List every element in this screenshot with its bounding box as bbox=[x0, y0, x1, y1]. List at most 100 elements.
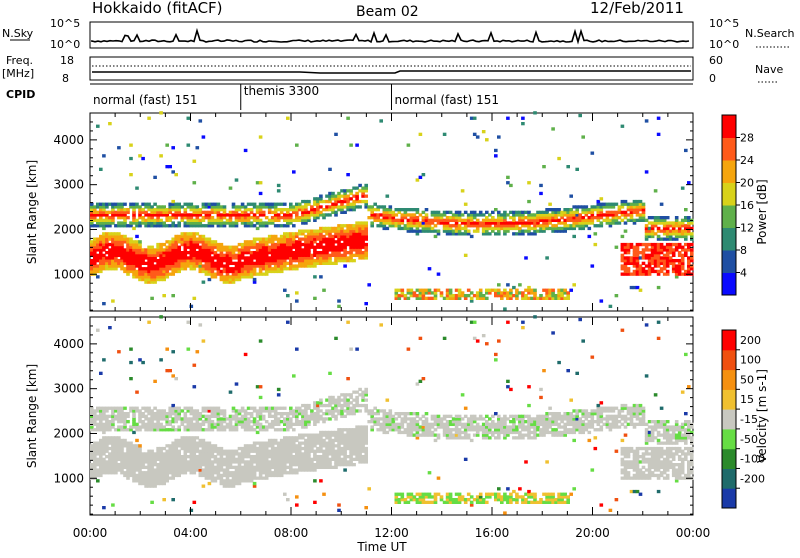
power-cell bbox=[177, 235, 181, 238]
velocity-cell bbox=[364, 506, 368, 509]
noise-tick-low-right: 10^0 bbox=[709, 38, 739, 51]
velocity-cell bbox=[298, 434, 302, 437]
velocity-cell bbox=[220, 417, 224, 420]
power-cell bbox=[548, 203, 552, 206]
power-cell bbox=[96, 125, 100, 128]
power-cell bbox=[235, 178, 239, 181]
velocity-cell bbox=[129, 377, 133, 380]
power-cell bbox=[129, 173, 133, 176]
date-title: 12/Feb/2011 bbox=[590, 0, 684, 17]
power-cell bbox=[681, 187, 685, 190]
power-cell bbox=[416, 208, 420, 211]
power-cell bbox=[238, 243, 242, 246]
power-cell bbox=[117, 259, 121, 262]
power-cell bbox=[500, 291, 504, 294]
power-cell bbox=[572, 235, 576, 238]
velocity-cell bbox=[99, 407, 103, 410]
power-cell bbox=[690, 243, 694, 246]
velocity-cell bbox=[346, 377, 350, 380]
power-cell bbox=[476, 135, 480, 138]
power-cell bbox=[675, 216, 679, 219]
power-cell bbox=[578, 114, 582, 117]
y-tick-label: 1000 bbox=[53, 267, 84, 281]
power-cell bbox=[138, 221, 142, 224]
power-cell bbox=[687, 181, 691, 184]
power-cell bbox=[621, 211, 625, 214]
power-cell bbox=[379, 219, 383, 222]
velocity-cell bbox=[280, 439, 284, 442]
power-cell bbox=[364, 195, 368, 198]
power-cell bbox=[346, 117, 350, 120]
power-cell bbox=[545, 256, 549, 259]
power-cell bbox=[560, 221, 564, 224]
power-cell bbox=[280, 224, 284, 227]
power-cell bbox=[298, 203, 302, 206]
velocity-cell bbox=[135, 439, 139, 442]
power-cell bbox=[494, 154, 498, 157]
power-cell bbox=[657, 133, 661, 136]
power-cell bbox=[307, 200, 311, 203]
power-cell bbox=[159, 205, 163, 208]
velocity-cell bbox=[138, 409, 142, 412]
velocity-cell bbox=[238, 417, 242, 420]
velocity-cell bbox=[277, 388, 281, 391]
power-cell bbox=[193, 297, 197, 300]
power-cell bbox=[364, 184, 368, 187]
power-cell bbox=[199, 246, 203, 249]
power-ylabel: Slant Range [km] bbox=[25, 160, 39, 264]
power-cell bbox=[609, 305, 613, 308]
power-cell bbox=[220, 205, 224, 208]
power-cell bbox=[286, 117, 290, 120]
power-cell bbox=[518, 283, 522, 286]
power-cell bbox=[551, 127, 555, 130]
power-cell bbox=[283, 289, 287, 292]
power-cell bbox=[364, 200, 368, 203]
velocity-cell bbox=[238, 447, 242, 450]
nave-label: Nave bbox=[755, 63, 783, 76]
velocity-cell bbox=[280, 407, 284, 410]
velocity-cell bbox=[220, 409, 224, 412]
noise-left-label: N.Sky bbox=[2, 27, 34, 40]
power-cell bbox=[187, 117, 191, 120]
power-cell bbox=[313, 297, 317, 300]
power-cell bbox=[660, 230, 664, 233]
power-cell bbox=[298, 230, 302, 233]
power-cell bbox=[220, 213, 224, 216]
velocity-cell bbox=[358, 409, 362, 412]
power-cell bbox=[328, 168, 332, 171]
velocity-cell bbox=[117, 463, 121, 466]
power-cell bbox=[117, 221, 121, 224]
velocity-cell bbox=[165, 348, 169, 351]
power-cell bbox=[621, 235, 625, 238]
power-cell bbox=[503, 307, 507, 310]
velocity-cell bbox=[343, 468, 347, 471]
power-cell bbox=[575, 168, 579, 171]
power-cell bbox=[259, 238, 263, 241]
velocity-cell bbox=[379, 323, 383, 326]
power-cell bbox=[542, 297, 546, 300]
velocity-cell bbox=[322, 493, 326, 496]
power-cell bbox=[660, 267, 664, 270]
velocity-cell bbox=[319, 479, 323, 482]
velocity-cell bbox=[280, 420, 284, 423]
power-cell bbox=[681, 230, 685, 233]
velocity-cell bbox=[364, 388, 368, 391]
power-cell bbox=[135, 187, 139, 190]
velocity-cell bbox=[193, 385, 197, 388]
power-cell bbox=[591, 152, 595, 155]
power-cell bbox=[401, 208, 405, 211]
velocity-cell bbox=[138, 444, 142, 447]
power-cell bbox=[364, 221, 368, 224]
velocity-cell bbox=[259, 407, 263, 410]
power-cell bbox=[340, 189, 344, 192]
velocity-cell bbox=[340, 428, 344, 431]
velocity-cell bbox=[238, 409, 242, 412]
velocity-cell bbox=[280, 428, 284, 431]
velocity-cell bbox=[259, 423, 263, 426]
velocity-cell bbox=[159, 409, 163, 412]
velocity-cell bbox=[193, 501, 197, 504]
power-cell bbox=[467, 230, 471, 233]
power-cell bbox=[389, 205, 393, 208]
velocity-cell bbox=[367, 487, 371, 490]
